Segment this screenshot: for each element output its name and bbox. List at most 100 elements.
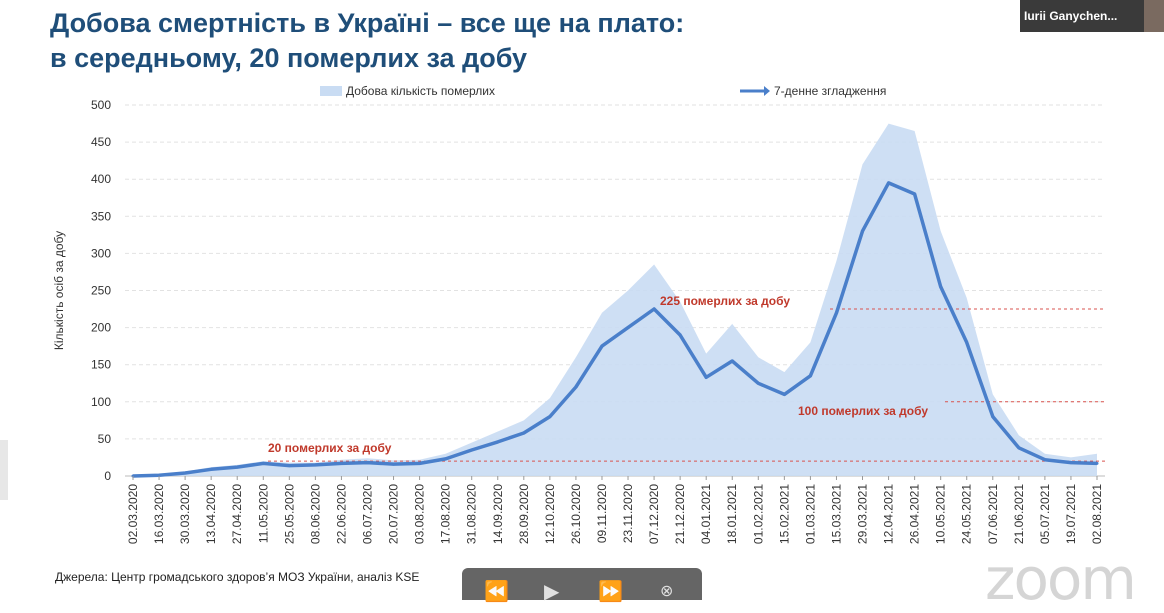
smoothed-series-point xyxy=(705,376,708,379)
smoothed-series-point xyxy=(809,374,812,377)
reference-label: 20 померлих за добу xyxy=(268,441,392,455)
smoothed-series-point xyxy=(210,468,213,471)
x-tick-label: 17.08.2020 xyxy=(439,484,453,544)
x-tick-label: 26.10.2020 xyxy=(569,484,583,544)
close-icon[interactable]: ⊗ xyxy=(660,582,673,602)
daily-deaths-area xyxy=(133,123,1097,476)
smoothed-series-point xyxy=(262,462,265,465)
smoothed-series-point xyxy=(522,431,525,434)
source-note: Джерела: Центр громадського здоров’я МОЗ… xyxy=(55,570,419,584)
y-tick-label: 50 xyxy=(98,432,112,446)
x-tick-label: 08.06.2020 xyxy=(308,484,322,544)
smoothed-series-point xyxy=(444,457,447,460)
play-icon[interactable]: ▶ xyxy=(544,582,559,602)
smoothed-series-point xyxy=(861,230,864,233)
smoothed-series-point xyxy=(1096,462,1099,465)
daily-deaths-series xyxy=(133,124,1097,476)
smoothed-series-point xyxy=(887,181,890,184)
x-tick-label: 20.07.2020 xyxy=(387,484,401,544)
smoothed-series-point xyxy=(991,415,994,418)
smoothed-series-point xyxy=(1017,446,1020,449)
smoothed-series-point xyxy=(757,382,760,385)
x-tick-label: 07.12.2020 xyxy=(647,484,661,544)
x-tick-label: 02.03.2020 xyxy=(126,484,140,544)
x-tick-label: 15.02.2021 xyxy=(777,484,791,544)
x-tick-label: 21.12.2020 xyxy=(673,484,687,544)
y-axis-label: Кількість осіб за добу xyxy=(52,231,66,350)
fast-forward-icon[interactable]: ⏩ xyxy=(598,582,623,602)
x-tick-label: 14.09.2020 xyxy=(491,484,505,544)
x-tick-label: 09.11.2020 xyxy=(595,484,609,543)
x-tick-label: 10.05.2021 xyxy=(934,484,948,544)
smoothed-series-point xyxy=(913,193,916,196)
left-edge-panel xyxy=(0,440,8,500)
x-tick-label: 11.05.2020 xyxy=(256,484,270,543)
x-tick-label: 02.08.2021 xyxy=(1090,484,1104,544)
smoothed-series-point xyxy=(574,385,577,388)
reference-label: 100 померлих за добу xyxy=(798,404,928,418)
legend-swatch-daily xyxy=(320,86,342,96)
legend-label-smoothed: 7-денне згладження xyxy=(774,84,886,98)
x-tick-label: 23.11.2020 xyxy=(621,484,635,543)
smoothed-series-point xyxy=(366,461,369,464)
smoothed-series-point xyxy=(548,415,551,418)
x-tick-label: 31.08.2020 xyxy=(465,484,479,544)
x-tick-label: 04.01.2021 xyxy=(699,484,713,544)
y-tick-label: 0 xyxy=(104,469,111,483)
smoothed-series-point xyxy=(627,326,630,329)
smoothed-series-point xyxy=(184,472,187,475)
smoothed-series-point xyxy=(731,359,734,362)
x-tick-label: 01.02.2021 xyxy=(751,484,765,544)
x-tick-label: 16.03.2020 xyxy=(152,484,166,544)
x-tick-label: 30.03.2020 xyxy=(178,484,192,544)
y-axis: 0 50 100 150 200 250 300 350 400 450 500 Кількість … xyxy=(52,98,111,483)
x-tick-label: 26.04.2021 xyxy=(908,484,922,544)
x-tick-label: 12.04.2021 xyxy=(882,484,896,544)
smoothed-series-point xyxy=(600,345,603,348)
y-tick-label: 200 xyxy=(91,321,111,335)
smoothed-series-point xyxy=(835,311,838,314)
smoothed-series-point xyxy=(679,334,682,337)
smoothed-series-point xyxy=(965,341,968,344)
x-tick-label: 15.03.2021 xyxy=(829,484,843,544)
rewind-icon[interactable]: ⏪ xyxy=(484,582,509,602)
chart-legend: Добова кількість померлих 7-денне згладже… xyxy=(320,84,886,98)
reference-label: 225 померлих за добу xyxy=(660,294,790,308)
x-tick-label: 03.08.2020 xyxy=(413,484,427,544)
smoothed-series-point xyxy=(939,285,942,288)
x-tick-label: 18.01.2021 xyxy=(725,484,739,544)
y-tick-label: 150 xyxy=(91,358,111,372)
smoothed-series-point xyxy=(1043,458,1046,461)
y-tick-label: 300 xyxy=(91,246,111,260)
smoothed-series-point xyxy=(236,466,239,469)
y-tick-label: 100 xyxy=(91,395,111,409)
playback-controls: ⏪ ▶ ⏩ ⊗ xyxy=(462,568,702,600)
x-tick-label: 13.04.2020 xyxy=(204,484,218,544)
smoothed-series-point xyxy=(783,393,786,396)
y-tick-label: 500 xyxy=(91,98,111,112)
y-tick-label: 400 xyxy=(91,172,111,186)
smoothed-series-point xyxy=(340,462,343,465)
x-tick-label: 12.10.2020 xyxy=(543,484,557,544)
x-tick-label: 19.07.2021 xyxy=(1064,484,1078,544)
x-tick-label: 28.09.2020 xyxy=(517,484,531,544)
smoothed-series-point xyxy=(392,463,395,466)
x-tick-label: 05.07.2021 xyxy=(1038,484,1052,544)
x-tick-label: 07.06.2021 xyxy=(986,484,1000,544)
smoothed-series-point xyxy=(418,462,421,465)
y-tick-label: 250 xyxy=(91,284,111,298)
x-axis: 02.03.2020 16.03.2020 30.03.2020 13.04.2020… xyxy=(126,476,1104,544)
x-tick-label: 21.06.2021 xyxy=(1012,484,1026,544)
y-tick-label: 450 xyxy=(91,135,111,149)
mortality-chart: 225 померлих за добу 100 померлих за добу… xyxy=(0,0,1164,570)
legend-label-daily: Добова кількість померлих xyxy=(346,84,495,98)
legend-arrow xyxy=(764,86,770,96)
smoothed-series-point xyxy=(1069,461,1072,464)
x-tick-label: 24.05.2021 xyxy=(960,484,974,544)
smoothed-series-point xyxy=(470,449,473,452)
zoom-watermark: zoom xyxy=(985,545,1135,613)
x-tick-label: 27.04.2020 xyxy=(230,484,244,544)
x-tick-label: 06.07.2020 xyxy=(360,484,374,544)
x-tick-label: 25.05.2020 xyxy=(282,484,296,544)
y-tick-label: 350 xyxy=(91,209,111,223)
